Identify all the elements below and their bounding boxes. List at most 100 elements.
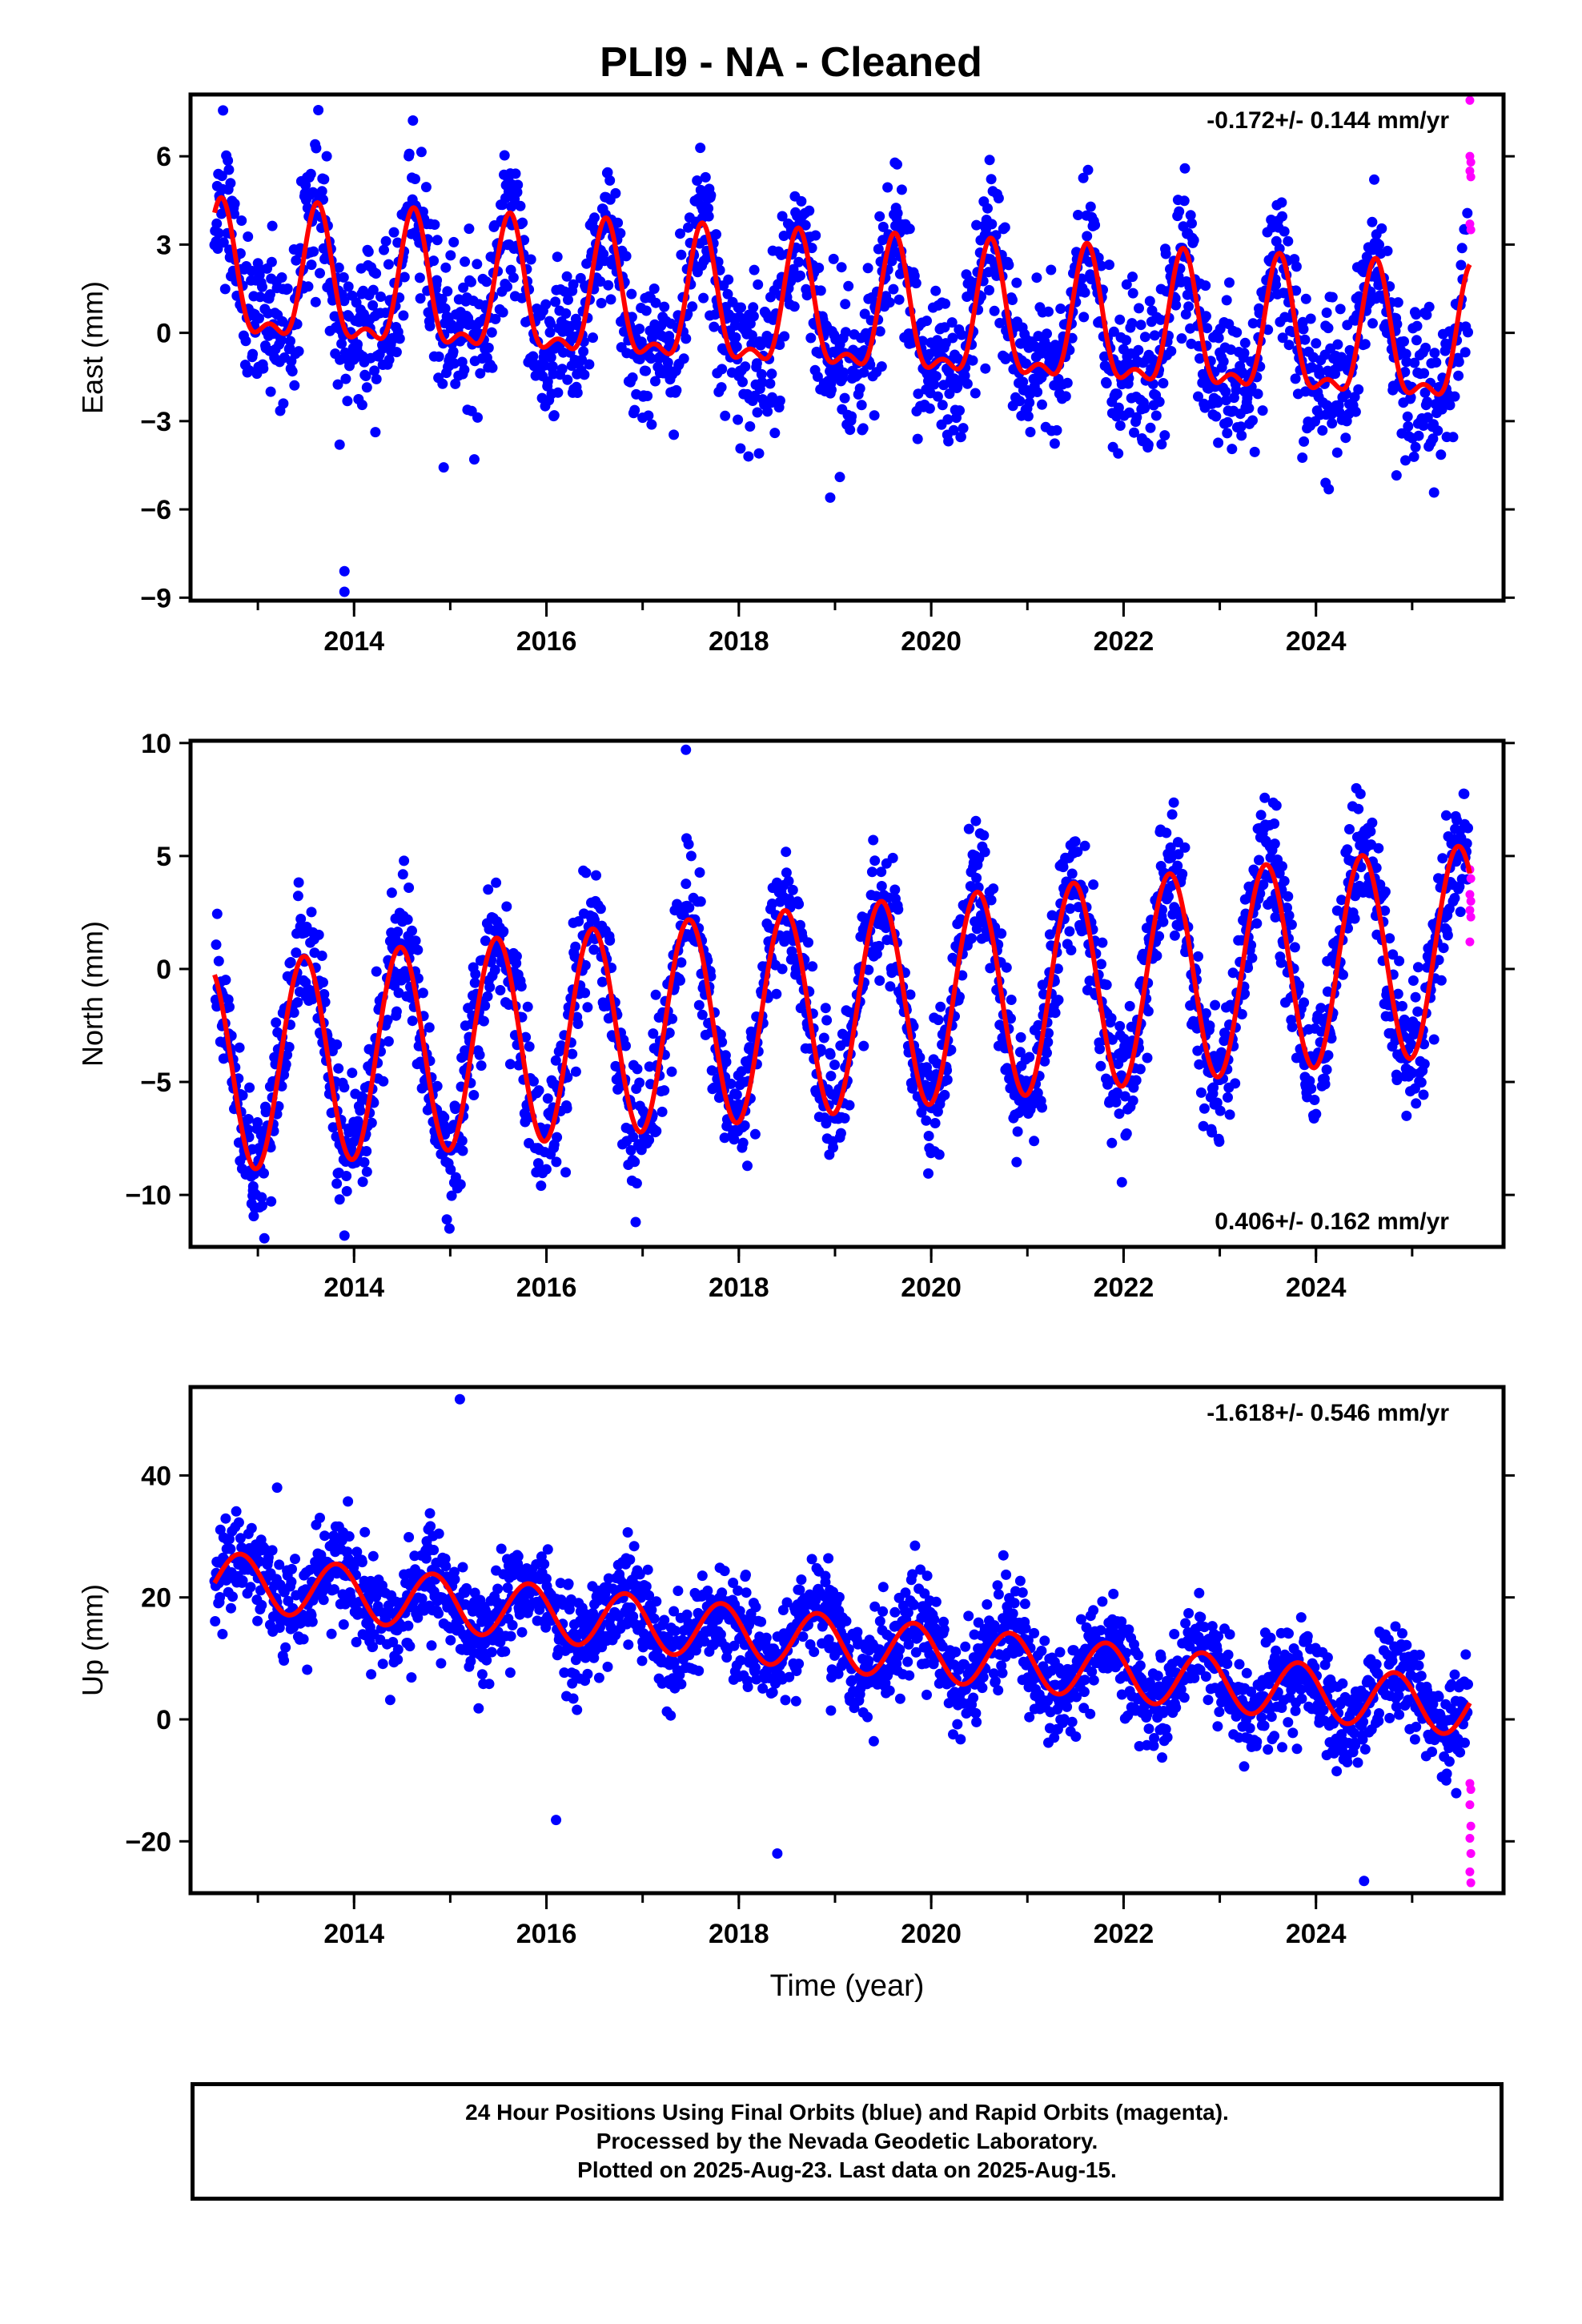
data-point: [588, 944, 600, 955]
outlier-point: [1306, 1084, 1317, 1094]
data-point: [1118, 1033, 1130, 1044]
data-point: [490, 313, 501, 324]
data-point: [1082, 164, 1094, 175]
data-point: [218, 105, 229, 116]
data-point: [542, 376, 553, 387]
data-point: [550, 296, 561, 308]
data-point: [540, 1622, 552, 1633]
data-point: [542, 1544, 553, 1555]
data-point: [1459, 788, 1470, 799]
data-point: [383, 354, 395, 365]
data-point: [923, 1168, 934, 1179]
data-point: [240, 336, 251, 347]
data-point: [515, 200, 526, 211]
data-point: [1432, 425, 1443, 436]
data-point: [394, 333, 405, 344]
data-point: [1335, 304, 1346, 315]
data-point: [1014, 1047, 1026, 1058]
data-point: [807, 961, 818, 972]
data-point: [551, 1156, 562, 1168]
data-point: [980, 363, 991, 374]
data-point: [930, 1118, 941, 1128]
data-point: [391, 347, 402, 358]
data-point: [550, 1055, 561, 1066]
outlier-point: [339, 565, 350, 577]
data-point: [572, 388, 583, 398]
data-point: [984, 155, 995, 166]
data-point: [378, 1076, 389, 1087]
data-point: [252, 1117, 263, 1128]
data-point: [356, 400, 367, 411]
data-point: [517, 217, 528, 228]
data-point: [648, 1028, 659, 1039]
data-point: [1073, 210, 1083, 220]
data-point: [456, 356, 468, 368]
data-point: [921, 1115, 932, 1126]
data-point: [1349, 913, 1360, 924]
data-point: [552, 251, 563, 263]
data-point: [1373, 842, 1384, 854]
data-point: [1236, 1009, 1247, 1019]
data-point: [820, 1003, 831, 1014]
east-data-layer: [209, 95, 1476, 597]
data-point: [429, 219, 440, 230]
data-point: [266, 256, 277, 267]
data-point: [338, 1619, 349, 1630]
data-point: [1186, 218, 1197, 229]
data-point: [580, 959, 591, 971]
data-point: [643, 410, 654, 421]
data-point: [748, 311, 759, 322]
data-point: [1227, 444, 1238, 455]
data-point: [510, 168, 521, 179]
data-point: [924, 403, 935, 414]
data-point: [1283, 340, 1295, 351]
data-point: [1139, 403, 1150, 414]
outlier-point: [1320, 477, 1331, 489]
data-point: [446, 1190, 457, 1201]
data-point: [1202, 323, 1213, 334]
data-point: [836, 262, 847, 273]
data-point: [484, 1679, 495, 1690]
data-point: [393, 987, 404, 999]
data-point: [685, 850, 697, 862]
data-point: [666, 1066, 677, 1077]
data-point: [1252, 388, 1263, 400]
data-point: [986, 895, 997, 906]
data-point: [1096, 959, 1106, 970]
data-point: [426, 1640, 437, 1651]
data-point: [460, 256, 471, 267]
data-point: [224, 1001, 235, 1012]
north-data-layer: [210, 744, 1476, 1244]
data-point: [676, 957, 687, 968]
data-point: [1279, 226, 1290, 237]
data-point: [1463, 327, 1473, 338]
data-point: [1277, 861, 1287, 872]
data-point: [1247, 415, 1258, 426]
data-point: [392, 927, 404, 938]
data-point: [1299, 436, 1310, 447]
data-point: [559, 1667, 570, 1679]
data-point: [756, 368, 767, 380]
data-point: [1413, 430, 1424, 441]
y-tick-label: −10: [125, 1180, 171, 1211]
data-point: [1200, 311, 1211, 322]
data-point: [940, 298, 951, 309]
data-point: [581, 258, 592, 269]
data-point: [681, 879, 692, 890]
data-point: [846, 411, 857, 422]
data-point: [1412, 1006, 1423, 1017]
data-point: [512, 1551, 524, 1562]
data-point: [779, 331, 790, 342]
data-point: [1119, 1091, 1130, 1102]
data-point: [469, 1587, 480, 1598]
data-point: [1142, 439, 1154, 450]
data-point: [869, 410, 880, 421]
data-point: [508, 272, 519, 283]
data-point: [567, 1048, 578, 1059]
data-point: [403, 1620, 414, 1631]
data-point: [1058, 862, 1069, 873]
data-point: [1043, 306, 1054, 317]
data-point: [683, 838, 694, 850]
data-point: [857, 423, 869, 434]
data-point: [540, 1573, 552, 1584]
